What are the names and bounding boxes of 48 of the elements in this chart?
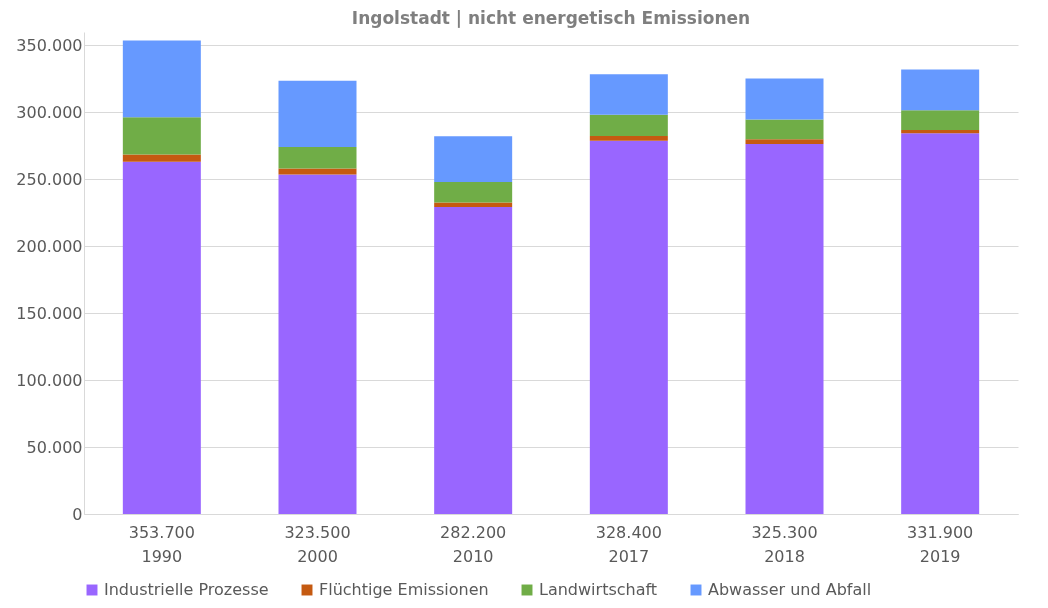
bar xyxy=(278,80,357,147)
total-label: 323.500 xyxy=(284,522,351,542)
y-tick-label: 0 xyxy=(72,504,83,524)
total-label: 325.300 xyxy=(751,522,818,542)
bar xyxy=(434,206,513,514)
bar xyxy=(122,40,201,118)
bar xyxy=(745,144,824,514)
chart-title: Ingolstadt | nicht energetisch Emissionen xyxy=(351,8,751,28)
bar xyxy=(745,139,824,145)
x-tick-label: 2019 xyxy=(919,546,961,566)
y-tick-label: 100.000 xyxy=(16,370,83,390)
bar xyxy=(745,119,824,140)
bar xyxy=(278,146,357,169)
legend-label: Industrielle Prozesse xyxy=(104,580,269,599)
bar xyxy=(901,69,980,111)
x-tick-label: 2017 xyxy=(608,546,650,566)
bar xyxy=(589,114,668,137)
bar xyxy=(901,110,980,131)
total-label: 353.700 xyxy=(128,522,195,542)
legend-label: Abwasser und Abfall xyxy=(708,580,872,599)
y-tick-label: 300.000 xyxy=(16,102,83,122)
x-tick-label: 2010 xyxy=(452,546,494,566)
y-tick-label: 200.000 xyxy=(16,236,83,256)
bar xyxy=(745,78,824,120)
bar xyxy=(122,154,201,162)
y-tick-label: 250.000 xyxy=(16,169,83,189)
bar xyxy=(122,117,201,155)
total-label: 331.900 xyxy=(907,522,974,542)
total-label: 328.400 xyxy=(595,522,662,542)
bar xyxy=(589,140,668,514)
bar xyxy=(434,202,513,207)
y-tick-label: 50.000 xyxy=(26,437,83,457)
x-tick-label: 2018 xyxy=(764,546,805,566)
x-tick-label: 1990 xyxy=(141,546,183,566)
legend-label: Flüchtige Emissionen xyxy=(319,580,489,599)
x-tick-label: 2000 xyxy=(297,546,338,566)
bar xyxy=(434,136,513,183)
bar xyxy=(278,174,357,514)
legend-label: Landwirtschaft xyxy=(539,580,658,599)
total-label: 282.200 xyxy=(440,522,507,542)
bar xyxy=(589,74,668,115)
bar xyxy=(901,133,980,514)
y-tick-label: 150.000 xyxy=(16,303,83,323)
bar xyxy=(434,182,513,203)
bar xyxy=(122,161,201,514)
bar xyxy=(589,136,668,141)
y-tick-label: 350.000 xyxy=(16,35,83,55)
bar xyxy=(901,130,980,134)
